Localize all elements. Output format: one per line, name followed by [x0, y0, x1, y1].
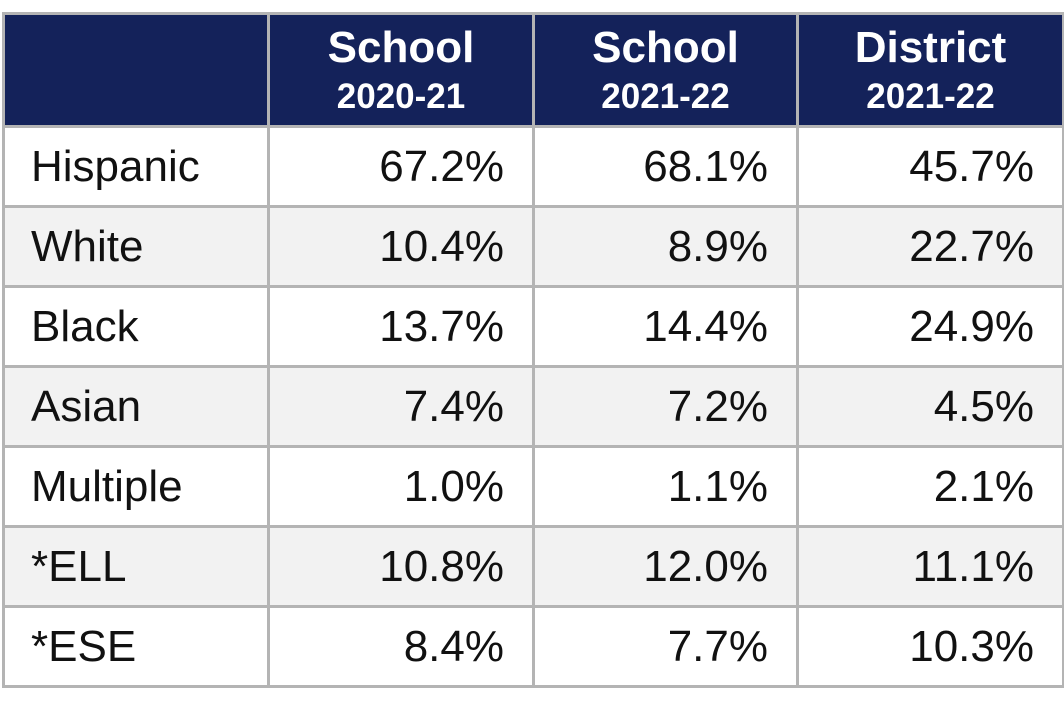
value-cell: 10.4%: [267, 205, 535, 288]
value-cell: 67.2%: [267, 125, 535, 208]
row-label: Asian: [2, 365, 270, 448]
table-row: Asian 7.4% 7.2% 4.5%: [2, 365, 1064, 448]
row-label: *ESE: [2, 605, 270, 688]
header-cell: School 2020-21: [267, 12, 535, 128]
value-cell: 68.1%: [532, 125, 799, 208]
table-row: Hispanic 67.2% 68.1% 45.7%: [2, 125, 1064, 208]
value-cell: 7.2%: [532, 365, 799, 448]
header-cell: School 2021-22: [532, 12, 799, 128]
value-cell: 45.7%: [796, 125, 1064, 208]
value-cell: 8.9%: [532, 205, 799, 288]
value-cell: 10.3%: [796, 605, 1064, 688]
table-row: Multiple 1.0% 1.1% 2.1%: [2, 445, 1064, 528]
row-label: Black: [2, 285, 270, 368]
value-cell: 12.0%: [532, 525, 799, 608]
value-cell: 7.4%: [267, 365, 535, 448]
value-cell: 4.5%: [796, 365, 1064, 448]
value-cell: 10.8%: [267, 525, 535, 608]
table-body: Hispanic 67.2% 68.1% 45.7% White 10.4% 8.9% 22.…: [2, 125, 1064, 688]
value-cell: 1.0%: [267, 445, 535, 528]
header-title: School: [327, 22, 475, 72]
header-row: School 2020-21 School 2021-22 District 2021-2…: [2, 12, 1064, 128]
header-title: School: [592, 22, 739, 72]
value-cell: 2.1%: [796, 445, 1064, 528]
header-year: 2020-21: [336, 76, 466, 116]
table-row: *ELL 10.8% 12.0% 11.1%: [2, 525, 1064, 608]
row-label: Hispanic: [2, 125, 270, 208]
table-row: White 10.4% 8.9% 22.7%: [2, 205, 1064, 288]
row-label: Multiple: [2, 445, 270, 528]
value-cell: 14.4%: [532, 285, 799, 368]
value-cell: 22.7%: [796, 205, 1064, 288]
value-cell: 24.9%: [796, 285, 1064, 368]
value-cell: 7.7%: [532, 605, 799, 688]
value-cell: 13.7%: [267, 285, 535, 368]
value-cell: 11.1%: [796, 525, 1064, 608]
header-corner: [2, 12, 270, 128]
table-row: *ESE 8.4% 7.7% 10.3%: [2, 605, 1064, 688]
demographics-table: School 2020-21 School 2021-22 District 2021-2…: [2, 12, 1064, 688]
table-row: Black 13.7% 14.4% 24.9%: [2, 285, 1064, 368]
row-label: *ELL: [2, 525, 270, 608]
value-cell: 8.4%: [267, 605, 535, 688]
row-label: White: [2, 205, 270, 288]
header-title: District: [854, 22, 1007, 72]
header-year: 2021-22: [866, 76, 995, 116]
header-year: 2021-22: [601, 76, 730, 116]
value-cell: 1.1%: [532, 445, 799, 528]
header-cell: District 2021-22: [796, 12, 1064, 128]
